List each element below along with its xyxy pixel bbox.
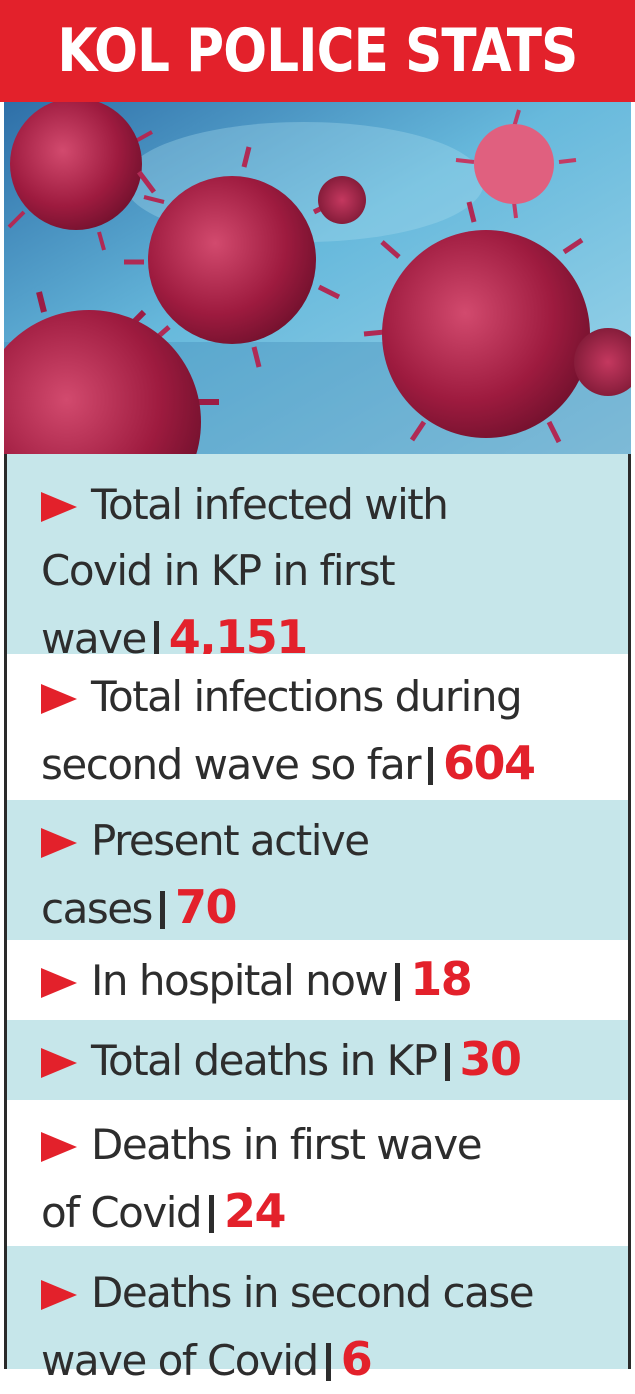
list-item-line: wave of Covid 6 (41, 1332, 373, 1386)
separator (159, 891, 165, 929)
list-item: Present active cases 70 (7, 800, 628, 940)
separator (444, 1043, 450, 1081)
list-item-line: Covid in KP in first (41, 546, 396, 595)
arrow-bullet-icon (41, 1132, 77, 1162)
arrow-bullet-icon (41, 1048, 77, 1078)
coronavirus-image (4, 102, 631, 454)
separator (395, 963, 401, 1001)
list-item-line: Present active (41, 808, 614, 874)
list-item-line: Total deaths in KP 30 (41, 1026, 614, 1094)
page-title: KOL POLICE STATS (57, 16, 578, 86)
arrow-bullet-icon (41, 828, 77, 858)
list-item: Total infected with Covid in KP in first… (7, 454, 628, 664)
list-item-line: Deaths in second case (41, 1260, 614, 1326)
list-item: Total deaths in KP 30 (7, 1020, 628, 1100)
list-item: Deaths in second case wave of Covid 6 (7, 1246, 628, 1386)
stat-value: 24 (224, 1184, 287, 1238)
stats-list: Total infected with Covid in KP in first… (4, 454, 631, 1386)
stat-value: 6 (340, 1332, 373, 1386)
list-item-line: of Covid 24 (41, 1184, 287, 1238)
separator (209, 1195, 215, 1233)
list-item-line: Total infections during (41, 664, 614, 730)
header-banner: KOL POLICE STATS (0, 0, 635, 102)
arrow-bullet-icon (41, 492, 77, 522)
virus-particle-shape (7, 102, 165, 251)
arrow-bullet-icon (41, 684, 77, 714)
list-item: Total infections during second wave so f… (7, 654, 628, 800)
list-item-line: Total infected with (41, 472, 614, 538)
arrow-bullet-icon (41, 1280, 77, 1310)
list-item-line: Deaths in first wave (41, 1112, 614, 1178)
list-item: Deaths in first wave of Covid 24 (7, 1100, 628, 1246)
list-item-line: In hospital now 18 (41, 946, 614, 1014)
list-item-line: second wave so far 604 (41, 736, 536, 790)
stat-value: 604 (443, 736, 536, 790)
separator (153, 621, 159, 659)
list-item-line: cases 70 (41, 880, 238, 934)
arrow-bullet-icon (41, 968, 77, 998)
separator (428, 747, 433, 785)
stat-value: 18 (410, 952, 473, 1006)
list-item: In hospital now 18 (7, 940, 628, 1020)
stat-value: 30 (459, 1032, 523, 1086)
stat-value: 70 (174, 880, 238, 934)
separator (325, 1343, 331, 1381)
